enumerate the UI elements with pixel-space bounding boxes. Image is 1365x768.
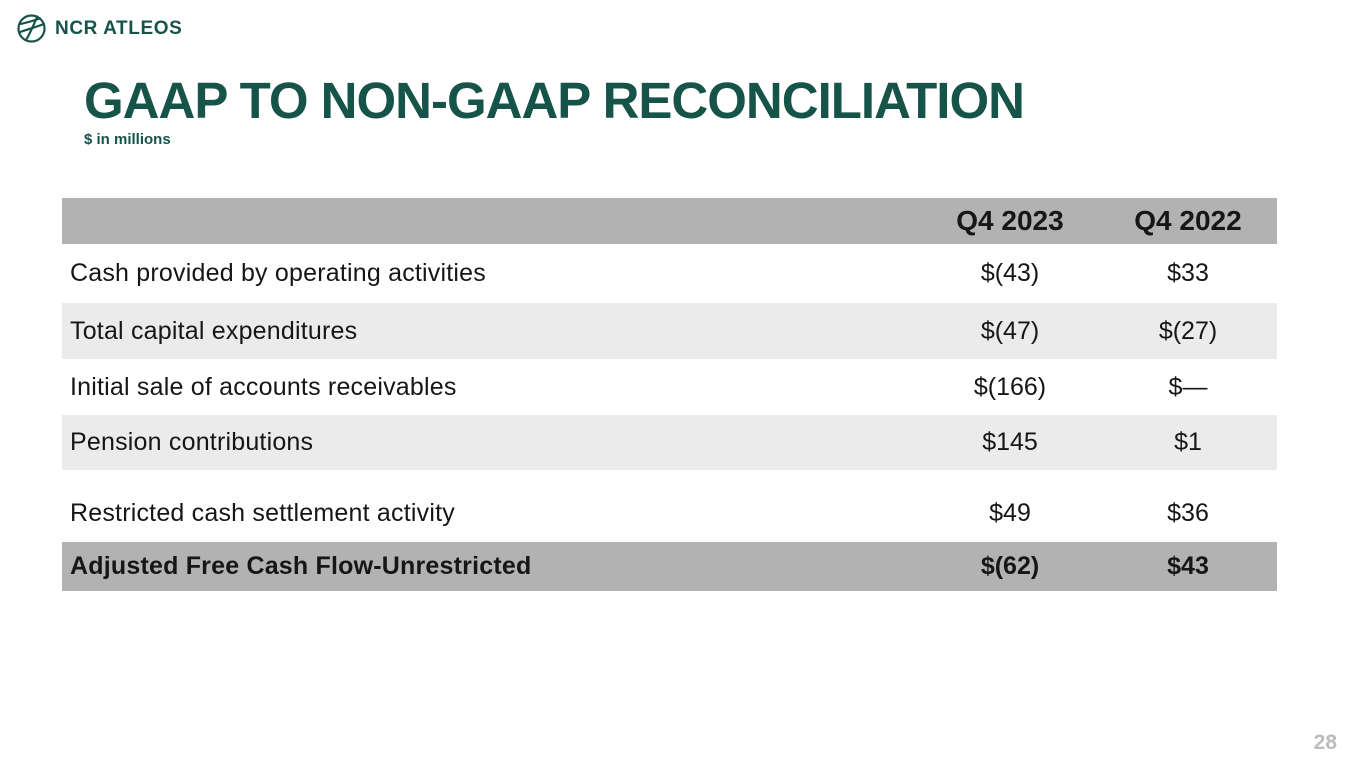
total-value-q4-2023: $(62): [980, 552, 1040, 580]
brand-logo: NCR ATLEOS: [16, 13, 182, 44]
row-label: Restricted cash settlement activity: [70, 498, 455, 527]
table-row: Initial sale of accounts receivables $(1…: [62, 359, 1277, 415]
table-row-spacer: [62, 470, 1277, 484]
reconciliation-table: Q4 2023 Q4 2022 Cash provided by operati…: [62, 198, 1277, 591]
title-block: GAAP TO NON-GAAP RECONCILIATION $ in mil…: [84, 72, 1025, 149]
row-value-q4-2022: $(27): [1158, 316, 1218, 345]
total-value-q4-2022: $43: [1167, 552, 1209, 580]
row-value-q4-2023: $145: [982, 428, 1038, 456]
row-label: Total capital expenditures: [70, 316, 358, 345]
globe-icon: [16, 13, 47, 44]
row-value-q4-2023: $49: [989, 498, 1031, 527]
column-header-q4-2022: Q4 2022: [1134, 205, 1242, 236]
units-note: $ in millions: [84, 131, 171, 149]
row-value-q4-2022: $36: [1167, 498, 1209, 527]
table-total-row: Adjusted Free Cash Flow-Unrestricted $(6…: [62, 542, 1277, 591]
page-number: 28: [1313, 731, 1337, 754]
total-row-label: Adjusted Free Cash Flow-Unrestricted: [70, 552, 532, 580]
column-header-q4-2023: Q4 2023: [956, 205, 1064, 236]
row-label: Pension contributions: [70, 428, 314, 456]
row-value-q4-2023: $(47): [980, 316, 1040, 345]
row-value-q4-2022: $33: [1167, 259, 1209, 287]
row-value-q4-2023: $(43): [980, 259, 1040, 287]
row-value-q4-2022: $1: [1174, 428, 1202, 456]
table-row: Cash provided by operating activities $(…: [62, 244, 1277, 303]
table-row: Pension contributions $145 $1: [62, 415, 1277, 470]
brand-name: NCR ATLEOS: [55, 17, 183, 39]
page-title: GAAP TO NON-GAAP RECONCILIATION: [84, 72, 1025, 129]
table-row: Restricted cash settlement activity $49 …: [62, 484, 1277, 542]
row-value-q4-2022: $—: [1168, 372, 1208, 401]
table-header-row: Q4 2023 Q4 2022: [62, 198, 1277, 244]
table-row: Total capital expenditures $(47) $(27): [62, 303, 1277, 359]
header-spacer-cell: [62, 198, 921, 244]
row-label: Initial sale of accounts receivables: [70, 372, 457, 401]
row-value-q4-2023: $(166): [973, 372, 1047, 401]
row-label: Cash provided by operating activities: [70, 259, 486, 287]
